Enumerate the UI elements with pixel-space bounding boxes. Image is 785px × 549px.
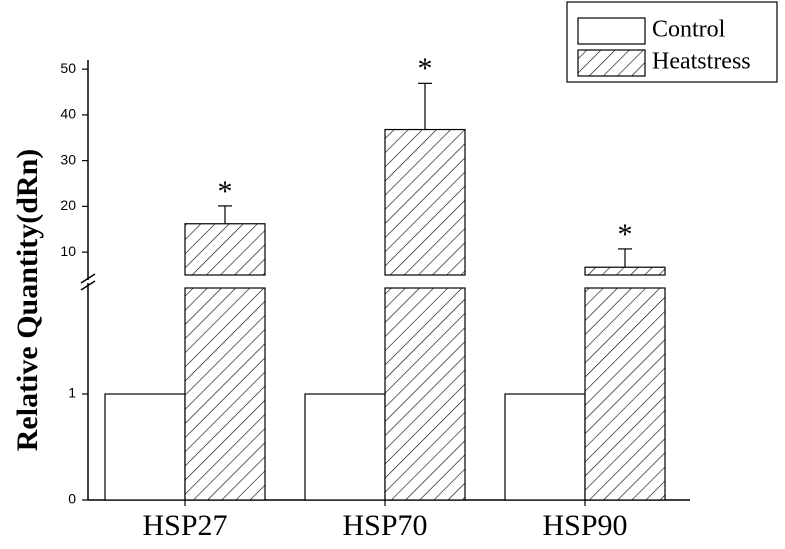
y-tick-label: 30 (60, 151, 76, 167)
y-tick-label: 20 (60, 197, 76, 213)
significance-mark: * (618, 218, 633, 251)
y-tick-label: 40 (60, 106, 76, 122)
y-tick-label: 1 (68, 385, 76, 401)
axis-break (80, 280, 96, 291)
bar-upper (584, 266, 666, 276)
legend-swatch (577, 49, 646, 77)
x-tick-label: HSP90 (542, 509, 627, 542)
bar-lower (584, 287, 666, 501)
bar (304, 393, 386, 501)
y-tick-label: 10 (60, 243, 76, 259)
legend-swatch (577, 17, 646, 45)
y-axis-label: Relative Quantity(dRn) (11, 149, 44, 452)
bar-lower (184, 287, 266, 501)
bar-lower (384, 287, 466, 501)
legend-label: Heatstress (652, 49, 751, 75)
y-tick-label: 0 (68, 491, 76, 507)
bar-upper (384, 128, 466, 276)
axis-break (80, 273, 96, 284)
x-tick-label: HSP70 (342, 509, 427, 542)
significance-mark: * (218, 175, 233, 208)
y-tick-label: 50 (60, 60, 76, 76)
significance-mark: * (418, 52, 433, 85)
x-tick-label: HSP27 (142, 509, 227, 542)
legend-label: Control (652, 17, 726, 43)
bar-upper (184, 223, 266, 276)
bar (104, 393, 186, 501)
bar (504, 393, 586, 501)
